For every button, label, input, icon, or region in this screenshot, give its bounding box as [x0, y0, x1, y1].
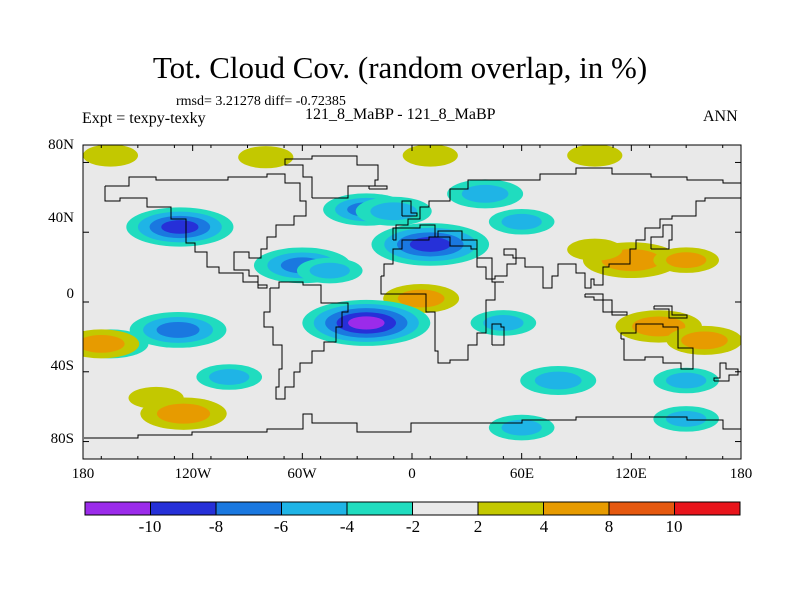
experiment-label: Expt = texpy-texky [82, 110, 206, 127]
contour-feature [156, 403, 211, 424]
contour-feature [681, 331, 728, 350]
contour-feature [348, 316, 385, 330]
contour-feature [209, 369, 250, 385]
case-label: 121_8_MaBP - 121_8_MaBP [305, 106, 496, 123]
contour-feature [402, 145, 458, 167]
coastline-segment [584, 293, 628, 316]
contour-feature [567, 238, 623, 261]
x-tick-label: 120E [615, 466, 647, 482]
colorbar-label: 8 [604, 517, 614, 536]
colorbar-swatch [412, 501, 479, 516]
contour-feature [665, 411, 707, 427]
colorbar-label: -10 [138, 517, 162, 536]
coastline-segment [401, 200, 418, 217]
x-tick-label: 60W [287, 466, 317, 482]
x-tick-label: 180 [729, 466, 753, 482]
contour-feature [83, 334, 125, 353]
colorbar-label: -6 [273, 517, 289, 536]
coastline-segment [650, 224, 673, 250]
contour-feature [238, 146, 294, 169]
contour-feature [501, 213, 542, 230]
colorbar-swatch [281, 501, 348, 516]
colorbar-swatch [543, 501, 610, 516]
coastline-segment [392, 167, 741, 289]
colorbar-swatch [150, 501, 217, 516]
contour-feature [501, 419, 542, 436]
contour-feature [461, 184, 509, 203]
colorbar-label: 4 [539, 517, 549, 536]
axis-ticks [82, 145, 742, 459]
contour-feature [665, 252, 707, 269]
contour-feature [567, 145, 623, 167]
y-tick-label: 40N [48, 210, 74, 226]
coastline-segment [104, 173, 307, 289]
colorbar-label: -2 [405, 517, 421, 536]
contour-feature [632, 316, 686, 337]
contour-feature [156, 321, 200, 338]
x-tick-label: 180 [71, 466, 95, 482]
contour-feature [534, 371, 582, 390]
colorbar-label: 2 [473, 517, 483, 536]
coastline-segment [84, 413, 741, 439]
x-tick-label: 120W [174, 466, 212, 482]
coastline-segment [653, 305, 688, 319]
coastline [84, 155, 741, 439]
contour-feature [161, 220, 199, 234]
chart-title: Tot. Cloud Cov. (random overlap, in %) [152, 50, 648, 85]
contour-feature [83, 145, 139, 167]
colorbar-swatch [477, 501, 544, 516]
colorbar-label: -8 [208, 517, 224, 536]
colorbar-swatch [346, 501, 413, 516]
coastline-segment [368, 185, 388, 190]
x-tick-label: 0 [408, 466, 416, 482]
colorbar-label: 10 [665, 517, 683, 536]
coastline-segment [713, 362, 739, 382]
coastline-segment [380, 236, 504, 364]
y-tick-label: 80S [50, 431, 74, 447]
contour-feature [665, 372, 707, 389]
colorbar-label: -4 [339, 517, 355, 536]
colorbar-swatch [215, 501, 282, 516]
colorbar-swatch [84, 501, 151, 516]
coastline-segment [491, 323, 505, 346]
coastline-segment [263, 281, 349, 400]
x-tick-label: 60E [509, 466, 535, 482]
season-label: ANN [703, 108, 738, 125]
y-tick-label: 0 [66, 286, 75, 302]
y-tick-label: 40S [50, 358, 74, 374]
contour-feature [370, 202, 418, 221]
stats-label: rmsd= 3.21278 diff= -0.72385 [176, 94, 346, 109]
contour-feature [409, 237, 451, 252]
contour-field [83, 145, 741, 441]
coastline-segment [620, 323, 694, 370]
contour-feature [483, 315, 524, 331]
y-tick-label: 80N [48, 137, 74, 153]
colorbar-swatch [608, 501, 675, 516]
colorbar-swatch [674, 501, 741, 516]
contour-feature [309, 262, 350, 279]
coastline-segment [284, 155, 379, 199]
colorbar [84, 501, 741, 516]
